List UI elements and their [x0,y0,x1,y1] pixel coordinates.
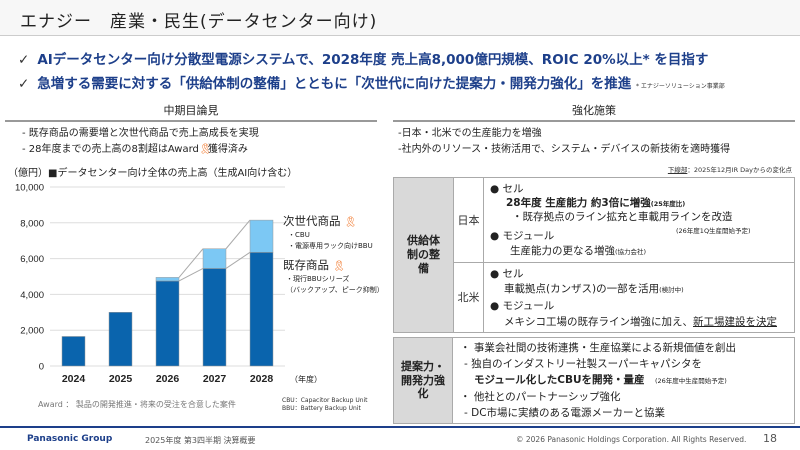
japan-module: ● モジュール [490,230,555,242]
supply-label: 供給体制の整備 [394,178,453,332]
sales-chart: 0 2,000 4,000 6,000 8,000 10,000 2024 2025 2026 2… [15,183,322,386]
dev-item: モジュール化したCBUを開発・量産 (26年度中生産開始予定) [474,374,727,386]
y-tick-label: 0 [39,362,44,373]
connector-line [178,268,204,282]
footnote: * エナジーソリューション事業部 [636,83,725,90]
bar-次世代商品 [249,219,274,253]
award-note: Award ： 製品の開発推進・将来の受注を合意した案件 [38,400,236,409]
japan-module-main: 生産能力の更なる増強(協力会社) [510,245,647,257]
dev-item: - DC市場に実績のある電源メーカーと協業 [464,407,666,419]
chart-title: （億円）■データセンター向け全体の売上高（生成AI向け含む） [8,168,298,179]
bar-既存商品 [155,280,180,367]
y-tick-label: 2,000 [20,326,44,337]
legend-next: 次世代商品 🎗 [283,214,357,228]
abbr-note: CBU：Capacitor Backup Unit BBU：Battery Bac… [282,397,368,412]
x-axis-unit: （年度） [290,374,322,384]
row-divider [453,262,794,263]
connector-line [225,251,251,269]
dev-item: ・ 他社とのパートナーシップ強化 [460,391,621,403]
right-bullet: -日本・北米での生産能力を増強 [398,128,542,139]
check-icon: ✓ [18,76,30,92]
na-cell-main: 車載拠点(カンザス)の一部を活用(検討中) [504,283,684,295]
bar-既存商品 [108,312,133,367]
change-legend: 下線部：2025年12月IR Dayからの変化点 [667,166,792,174]
lead-1: ✓ AIデータセンター向け分散型電源システムで、2028年度 売上高8,000億円… [18,48,708,68]
japan-label: 日本 [453,178,484,262]
bar-次世代商品 [155,277,180,282]
bar-既存商品 [249,252,274,367]
report-name: 2025年度 第3四半期 決算概要 [145,436,256,445]
copyright: © 2026 Panasonic Holdings Corporation. A… [516,435,747,444]
x-tick-label: 2027 [203,373,227,385]
check-icon: ✓ [18,52,30,68]
japan-cell: ● セル [490,183,524,195]
left-heading: 中期目論見 [5,102,377,122]
lead-text: AIデータセンター向け分散型電源システムで、2028年度 売上高8,000億円規… [37,52,709,68]
y-tick-label: 8,000 [20,218,44,229]
dev-item: ・ 事業会社間の技術連携・生産協業による新規価値を創出 [460,342,737,354]
page-number: 18 [763,432,777,445]
legend-exist: 既存商品 🎗 [283,258,346,272]
x-tick-label: 2024 [62,373,86,385]
award-icon: 🎗 [332,261,346,272]
page-title: エナジー 産業・民生(データセンター向け) [0,0,800,36]
y-tick-label: 6,000 [20,254,44,265]
dev-table: 提案力・開発力強化 ・ 事業会社間の技術連携・生産協業による新規価値を創出 - … [393,337,795,424]
legend-next-items: ・CBU ・電源専用ラック向けBBU [288,231,373,250]
bar-既存商品 [202,268,227,367]
award-icon: 🎗 [344,217,357,228]
y-tick-label: 4,000 [20,290,44,301]
na-module-main: メキシコ工場の既存ライン増強に加え、新工場建設を決定 [504,316,777,328]
connector-line [225,219,251,250]
japan-cell-sub: ・既存拠点のライン拡充と車載用ラインを改造 [512,211,733,223]
right-heading: 強化施策 [393,102,795,122]
na-module: ● モジュール [490,300,555,312]
japan-cell-main: 28年度 生産能力 約3倍に増強(25年度比) [506,197,686,209]
lead-2: ✓ 急増する需要に対する「供給体制の整備」とともに「次世代に向けた提案力・開発力強… [18,72,725,92]
x-tick-label: 2025 [109,373,133,385]
japan-cell-sub-note: (26年度1Q生産開始予定) [676,227,751,235]
dev-item: - 独自のインダストリー社製スーパーキャパシタを [464,358,703,370]
na-label: 北米 [453,262,484,332]
bar-次世代商品 [202,248,227,269]
supply-table: 供給体制の整備 日本 北米 ● セル 28年度 生産能力 約3倍に増強(25年度… [393,177,795,333]
x-tick-label: 2028 [250,373,274,385]
lead-text: 急増する需要に対する「供給体制の整備」とともに「次世代に向けた提案力・開発力強化… [37,76,632,92]
y-tick-label: 10,000 [15,183,44,194]
bar-既存商品 [61,336,86,367]
brand-logo: Panasonic Group [27,434,113,444]
left-bullet: - 28年度までの売上高の8割超はAward🎗獲得済み [22,144,248,155]
dev-label: 提案力・開発力強化 [394,338,453,423]
footer-divider [0,426,800,428]
right-bullet: -社内外のリソース・技術活用で、システム・デバイスの新技術を適時獲得 [398,144,731,155]
legend-exist-items: ・現行BBUシリーズ （バックアップ、ピーク抑制） [286,275,384,294]
award-icon: 🎗 [198,144,212,155]
connector-line [178,248,204,278]
x-tick-label: 2026 [156,373,180,385]
na-cell: ● セル [490,268,524,280]
left-bullet: - 既存商品の需要増と次世代商品で売上高成長を実現 [22,128,259,139]
